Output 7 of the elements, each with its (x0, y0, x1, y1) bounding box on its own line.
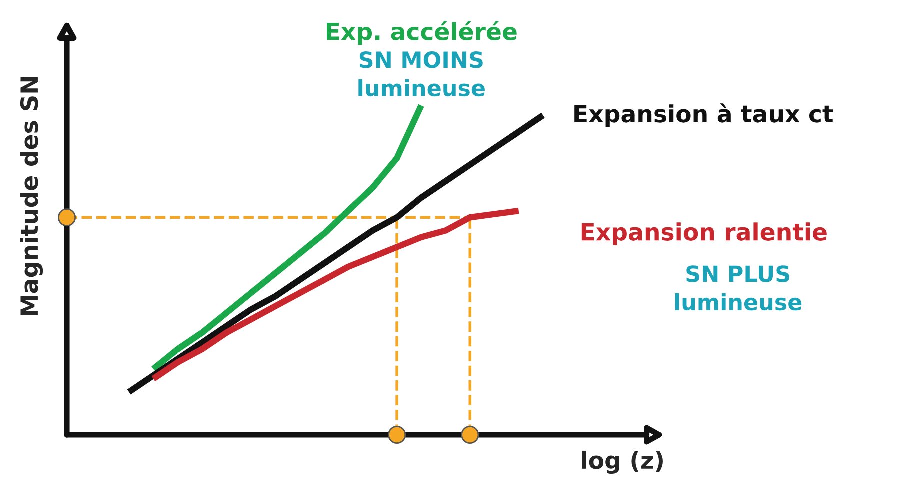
text: Exp. accélérée (327, 21, 517, 46)
text: SN MOINS lumineuse (358, 52, 485, 97)
text: Expansion ralentie (582, 222, 827, 246)
x-axis-title: log (z) (582, 450, 663, 474)
series-label: Expansion à taux ct (574, 104, 834, 128)
y-axis-title: Magnitude des SN (20, 77, 44, 316)
text: SN PLUS lumineuse (675, 266, 802, 311)
